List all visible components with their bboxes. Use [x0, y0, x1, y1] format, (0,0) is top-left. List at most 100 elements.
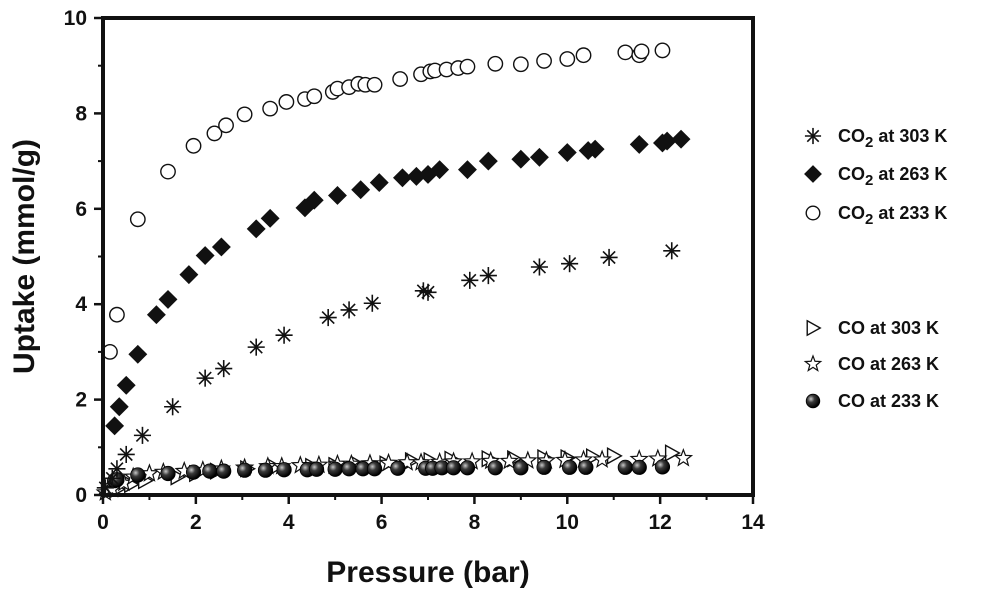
data-point — [206, 125, 223, 142]
data-point — [487, 55, 504, 72]
data-point — [216, 463, 232, 479]
data-point — [513, 460, 529, 476]
data-point — [458, 160, 477, 180]
data-point — [306, 88, 323, 105]
data-marks — [95, 42, 694, 501]
data-point — [369, 173, 389, 193]
data-point — [392, 71, 409, 87]
legend-label-rest: at 303 K — [873, 126, 947, 146]
legend-label-subscript: 2 — [865, 211, 873, 228]
data-point — [276, 462, 292, 478]
data-point — [487, 460, 503, 476]
data-point — [562, 459, 578, 475]
legend-label-main: CO — [838, 391, 865, 411]
data-point — [367, 461, 383, 477]
legend-label-subscript: 2 — [865, 172, 873, 189]
data-point — [478, 151, 498, 171]
legend-label-main: CO — [838, 126, 865, 146]
data-point — [629, 134, 649, 154]
data-point — [393, 168, 412, 188]
legend-label-main: CO — [838, 318, 865, 338]
data-point — [559, 51, 576, 67]
data-point — [109, 397, 129, 417]
data-point — [673, 448, 694, 467]
data-point — [664, 444, 681, 462]
legend-item: CO at 233 K — [805, 391, 939, 411]
legend-item: CO2 at 303 K — [804, 126, 947, 151]
data-point — [202, 463, 218, 479]
data-point — [406, 166, 426, 186]
data-point — [218, 117, 234, 134]
data-point — [499, 450, 520, 470]
data-point — [185, 137, 202, 154]
x-tick-label: 2 — [190, 511, 202, 534]
legend-label-rest: at 263 K — [873, 164, 947, 184]
data-point — [461, 271, 479, 289]
data-point — [195, 246, 215, 265]
legend-label-main: CO — [838, 354, 865, 374]
data-point — [108, 460, 126, 478]
legend-label-subscript: 2 — [865, 134, 873, 151]
data-point — [160, 163, 176, 180]
x-tick-label: 8 — [469, 511, 481, 534]
legend-label-rest: at 233 K — [873, 203, 947, 223]
data-point — [179, 265, 199, 285]
data-point — [319, 309, 337, 327]
data-point — [578, 459, 594, 475]
data-point — [327, 461, 343, 477]
series-co-at-233-k — [107, 459, 671, 489]
legend-label: CO2 at 303 K — [838, 126, 947, 151]
data-point — [631, 459, 647, 475]
data-point — [130, 467, 146, 483]
data-point — [536, 53, 552, 69]
data-point — [600, 248, 618, 267]
data-point — [363, 294, 381, 312]
legend-label-rest: at 263 K — [865, 354, 939, 374]
data-point — [236, 106, 253, 123]
y-tick-label: 4 — [75, 293, 87, 316]
data-point — [459, 460, 476, 476]
data-point — [247, 338, 265, 356]
data-point — [160, 465, 176, 482]
legend-label: CO at 263 K — [838, 354, 939, 374]
data-point — [592, 449, 612, 469]
legend-label: CO at 233 K — [838, 391, 939, 411]
series-co2-at-263-k — [105, 129, 691, 436]
data-point — [585, 139, 605, 159]
y-tick-label: 2 — [75, 389, 87, 412]
legend-label: CO2 at 263 K — [838, 164, 947, 189]
legend-item: CO at 303 K — [806, 318, 939, 338]
data-point — [278, 94, 295, 110]
legend-item: CO2 at 263 K — [804, 164, 947, 189]
data-point — [390, 460, 406, 476]
legend-label-main: CO — [838, 164, 865, 184]
data-point — [351, 180, 371, 200]
data-point — [530, 258, 548, 276]
data-point — [512, 56, 529, 73]
legend-label: CO at 303 K — [838, 318, 939, 338]
data-point — [146, 305, 166, 325]
legend-label: CO2 at 233 K — [838, 203, 947, 228]
data-point — [237, 462, 253, 478]
data-point — [518, 450, 538, 469]
data-point — [430, 160, 450, 180]
data-point — [304, 190, 324, 210]
data-point — [557, 143, 577, 162]
data-point — [257, 462, 274, 478]
data-point — [575, 47, 592, 64]
data-point — [606, 447, 623, 465]
data-point — [246, 219, 266, 239]
y-tick-label: 10 — [64, 7, 87, 30]
axes: 0 2 4 6 8 10 12 14 0 2 4 6 8 10 — [64, 7, 765, 534]
data-point — [129, 211, 146, 228]
x-tick-label: 4 — [283, 511, 295, 534]
data-point — [262, 100, 279, 117]
data-point — [419, 283, 437, 301]
data-point — [128, 344, 148, 364]
data-point — [536, 459, 552, 475]
data-point — [654, 42, 671, 59]
data-point — [663, 242, 681, 260]
series-co2-at-233-k — [102, 42, 671, 360]
legend-label-main: CO — [838, 203, 865, 223]
